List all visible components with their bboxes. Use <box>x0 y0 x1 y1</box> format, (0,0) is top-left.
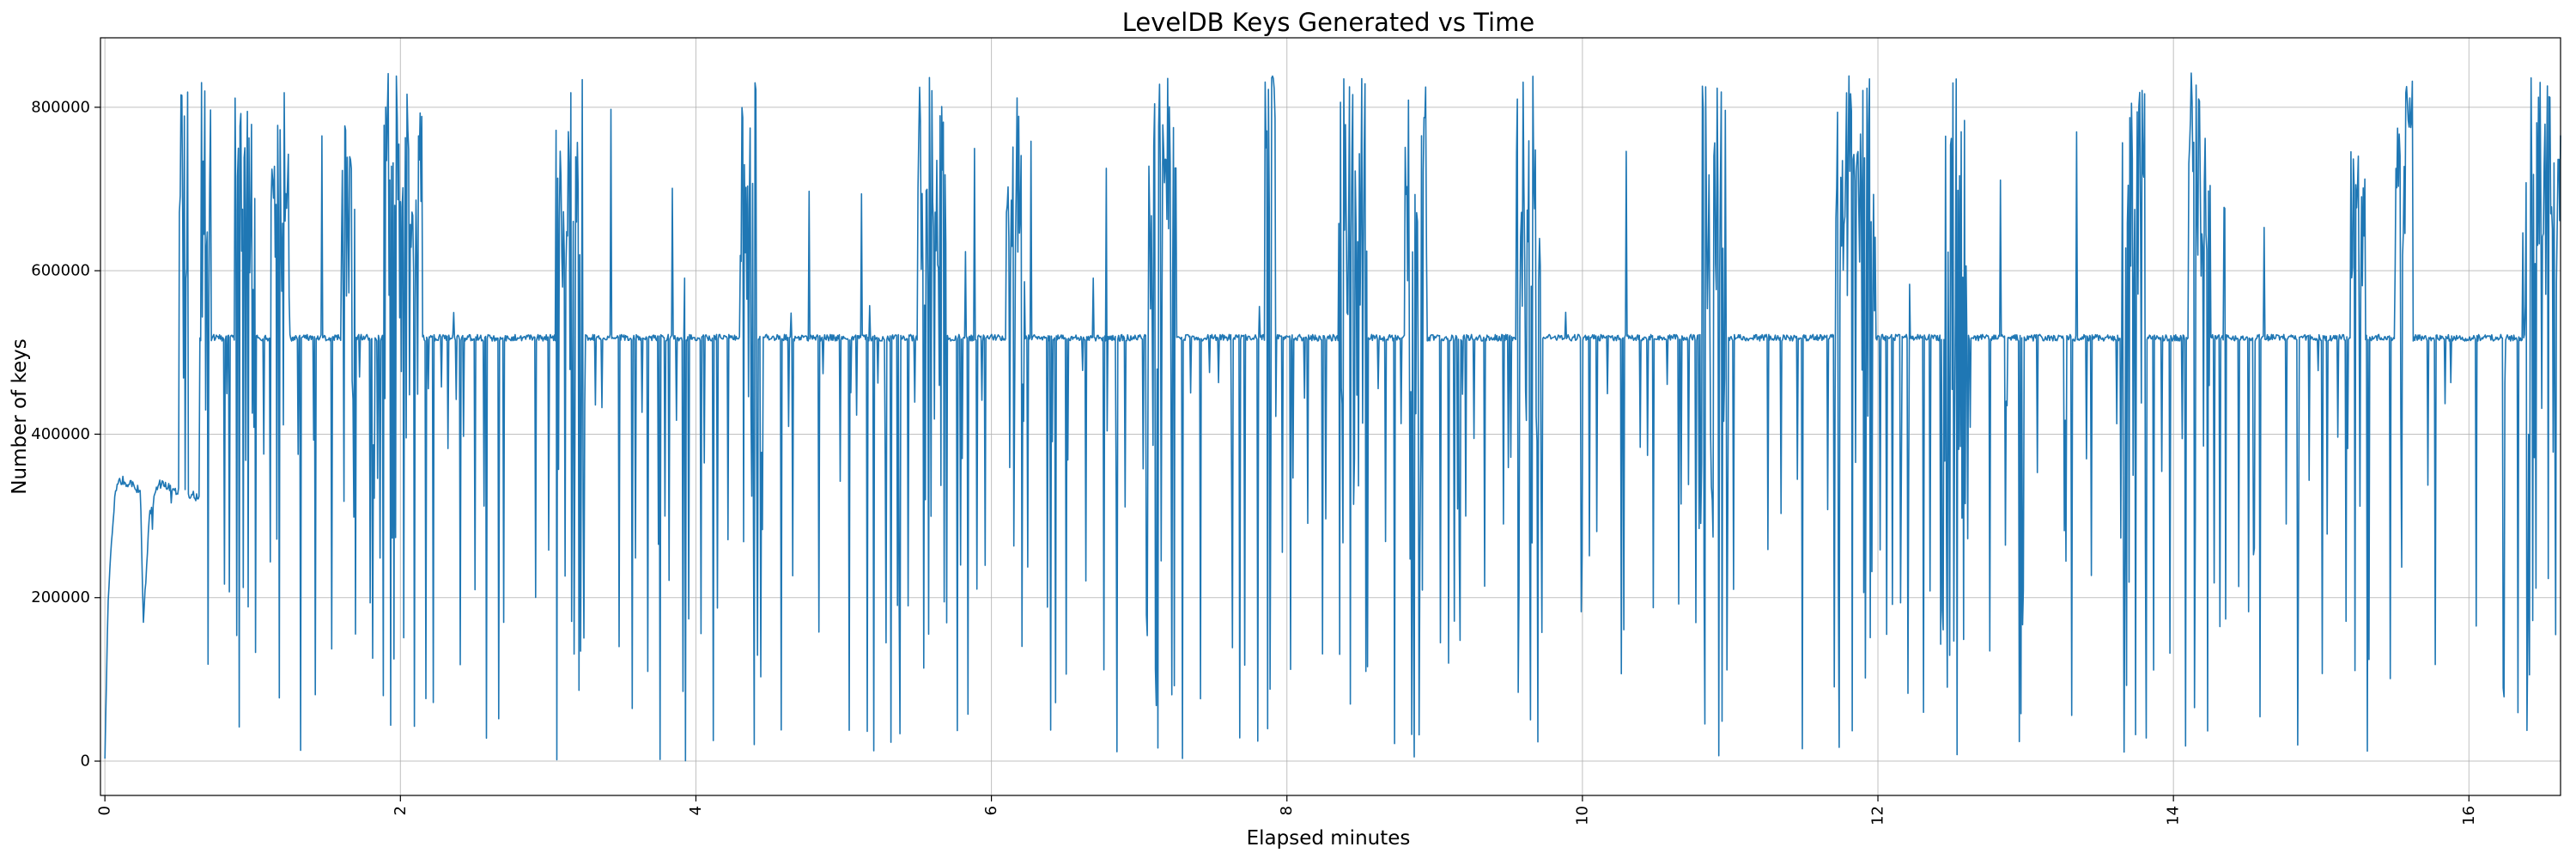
x-tick-label: 2 <box>392 806 410 815</box>
x-tick-label: 4 <box>687 806 705 815</box>
x-tick-label: 0 <box>96 806 114 815</box>
x-tick-label: 14 <box>2165 806 2183 825</box>
y-tick-label: 800000 <box>31 98 90 116</box>
data-series-line <box>104 72 2561 762</box>
x-tick-label: 12 <box>1869 806 1887 825</box>
axis-ticks: 0 2 4 6 8 10 12 14 16 0 200000 400000 600000 800000 <box>31 98 2478 825</box>
grid <box>100 38 2561 795</box>
x-tick-label: 6 <box>982 806 1000 815</box>
y-tick-label: 200000 <box>31 588 90 606</box>
x-tick-label: 8 <box>1278 806 1296 815</box>
x-axis-label: Elapsed minutes <box>1247 827 1411 850</box>
plot-area <box>104 72 2561 762</box>
axes-frame <box>100 37 2561 796</box>
y-tick-label: 0 <box>81 752 90 771</box>
y-tick-label: 400000 <box>31 425 90 443</box>
x-tick-label: 16 <box>2460 806 2478 825</box>
chart-title: LevelDB Keys Generated vs Time <box>1122 8 1534 37</box>
y-axis-label: Number of keys <box>9 338 31 494</box>
x-tick-label: 10 <box>1573 806 1591 825</box>
y-tick-label: 600000 <box>31 262 90 280</box>
